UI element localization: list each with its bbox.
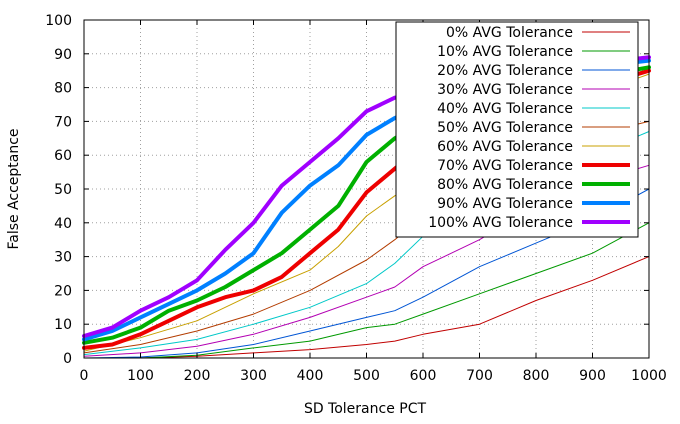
x-tick-label: 700 (466, 368, 493, 384)
y-axis-label: False Acceptance (6, 128, 22, 249)
legend: 0% AVG Tolerance 10% AVG Tolerance 20% AVG… (395, 21, 639, 238)
axis-ticks: 0 100 200 300 400 500 600 700 800 900 1000 0 10 20 30 4… (45, 13, 667, 384)
x-tick-label: 1000 (631, 368, 667, 384)
y-tick-label: 100 (45, 13, 72, 29)
x-tick-label: 100 (127, 368, 154, 384)
x-tick-label: 500 (353, 368, 380, 384)
legend-label: 0% AVG Tolerance (446, 25, 573, 41)
legend-label: 60% AVG Tolerance (437, 139, 573, 155)
legend-label: 40% AVG Tolerance (437, 101, 573, 117)
y-tick-label: 10 (54, 317, 72, 333)
x-tick-label: 0 (80, 368, 89, 384)
y-tick-label: 90 (54, 47, 72, 63)
legend-label: 50% AVG Tolerance (437, 120, 573, 136)
x-tick-label: 200 (184, 368, 211, 384)
legend-label: 100% AVG Tolerance (428, 215, 573, 231)
x-tick-label: 300 (240, 368, 267, 384)
legend-label: 70% AVG Tolerance (437, 158, 573, 174)
x-tick-label: 800 (523, 368, 550, 384)
x-axis-label: SD Tolerance PCT (304, 401, 427, 417)
y-tick-label: 70 (54, 114, 72, 130)
legend-label: 90% AVG Tolerance (437, 196, 573, 212)
legend-label: 80% AVG Tolerance (437, 177, 573, 193)
y-tick-label: 50 (54, 182, 72, 198)
series-line-0 (83, 256, 650, 359)
series-line-2 (83, 188, 650, 359)
y-tick-label: 60 (54, 148, 72, 164)
legend-label: 20% AVG Tolerance (437, 63, 573, 79)
legend-label: 30% AVG Tolerance (437, 82, 573, 98)
y-tick-label: 30 (54, 250, 72, 266)
x-tick-label: 900 (579, 368, 606, 384)
y-tick-label: 40 (54, 216, 72, 232)
y-tick-label: 20 (54, 283, 72, 299)
x-tick-label: 400 (297, 368, 324, 384)
y-tick-label: 0 (63, 351, 72, 367)
series-line-1 (83, 222, 650, 359)
y-tick-label: 80 (54, 81, 72, 97)
x-tick-label: 600 (410, 368, 437, 384)
legend-label: 10% AVG Tolerance (437, 44, 573, 60)
